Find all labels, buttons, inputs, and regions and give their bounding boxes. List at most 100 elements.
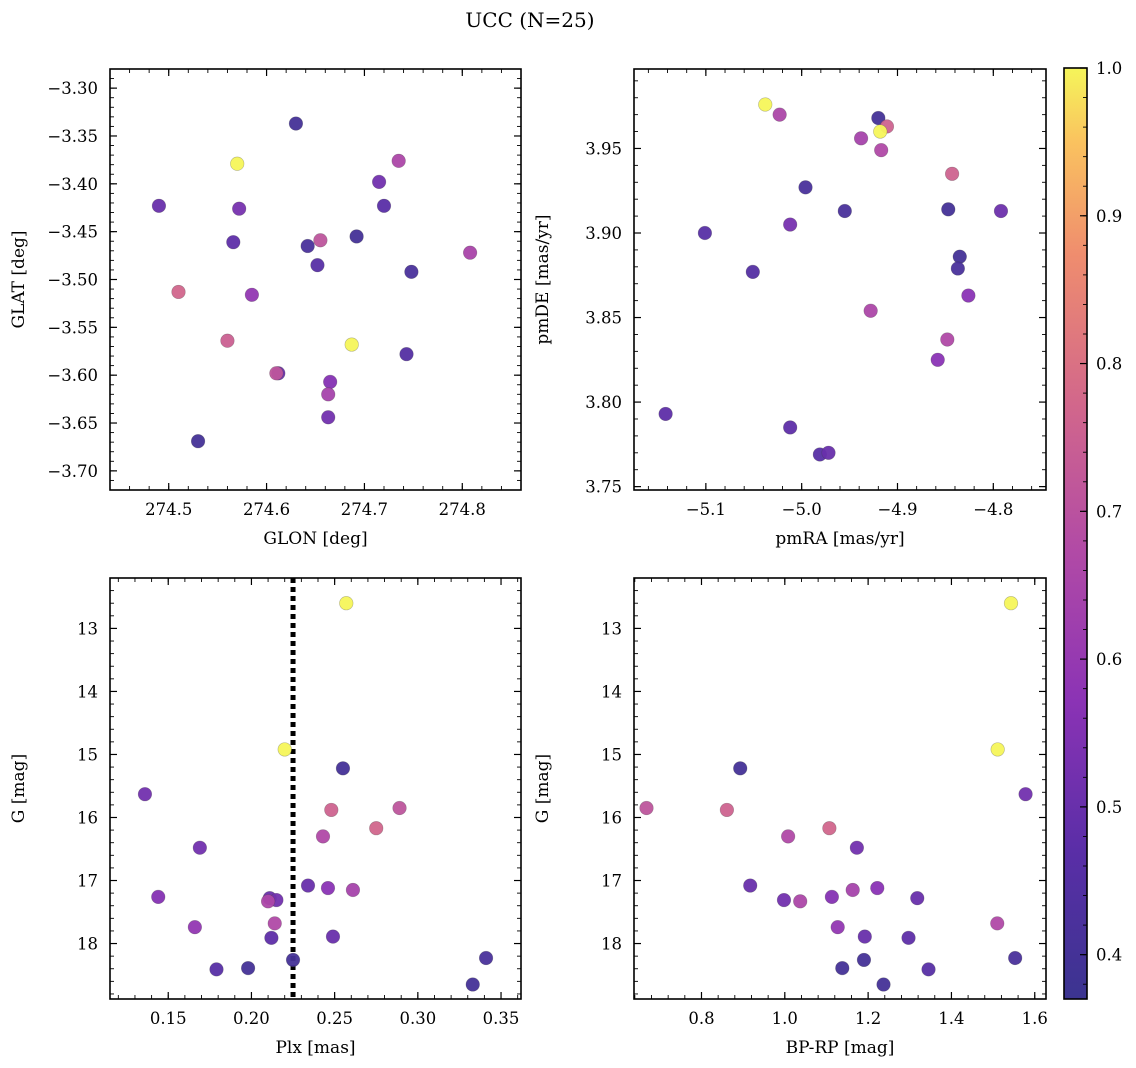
scatter-point xyxy=(870,880,885,896)
y-tick-label: 16 xyxy=(77,808,98,827)
scatter-point xyxy=(856,952,872,968)
y-tick-label: 16 xyxy=(601,808,622,827)
scatter-point xyxy=(990,742,1005,757)
x-axis-label: GLON [deg] xyxy=(263,529,367,549)
x-tick-label: 0.15 xyxy=(150,1009,187,1028)
scatter-point xyxy=(658,406,673,422)
scatter-point xyxy=(745,264,760,279)
scatter-point xyxy=(264,930,279,945)
scatter-point xyxy=(339,596,354,611)
y-tick-label: −3.55 xyxy=(47,318,98,337)
scatter-point xyxy=(821,445,836,460)
scatter-point xyxy=(241,961,256,976)
scatter-point xyxy=(1008,950,1023,966)
scatter-point xyxy=(639,800,654,816)
scatter-point xyxy=(324,802,339,818)
y-tick-label: 15 xyxy=(77,745,98,764)
y-tick-label: −3.50 xyxy=(47,271,98,290)
y-tick-label: 13 xyxy=(601,619,622,638)
scatter-point xyxy=(772,107,787,122)
x-tick-label: 274.8 xyxy=(439,500,486,519)
scatter-point xyxy=(349,229,364,244)
scatter-panel-2: −5.1 −5.0 −4.9 −4.8 3.75 3.80 3.85 3.90 3.95 pmRA… xyxy=(533,68,1047,549)
colorbar-tick-label: 1.0 xyxy=(1096,59,1122,78)
colorbar-tick-label: 0.6 xyxy=(1096,650,1122,669)
scatter-point xyxy=(822,821,837,836)
scatter-point xyxy=(941,202,956,217)
scatter-point xyxy=(990,916,1005,931)
colorbar-tick-label: 0.8 xyxy=(1096,355,1122,374)
scatter-point xyxy=(478,950,494,966)
scatter-point xyxy=(921,962,936,977)
y-tick-label: 14 xyxy=(601,682,622,701)
y-tick-label: −3.60 xyxy=(47,366,98,385)
figure-title: UCC (N=25) xyxy=(465,8,594,32)
scatter-point xyxy=(392,800,407,816)
x-tick-label: 1.2 xyxy=(855,1009,881,1028)
y-tick-label: 14 xyxy=(77,682,98,701)
x-tick-label: 1.0 xyxy=(772,1009,798,1028)
scatter-point xyxy=(901,930,916,945)
scatter-point xyxy=(793,894,808,909)
colorbar-tick-label: 0.7 xyxy=(1096,502,1122,521)
y-tick-label: 3.75 xyxy=(585,478,622,497)
x-tick-label: 0.30 xyxy=(399,1009,436,1028)
scatter-point xyxy=(277,742,292,757)
y-tick-label: 18 xyxy=(601,935,622,954)
scatter-point xyxy=(930,352,945,367)
x-tick-label: 274.5 xyxy=(145,500,192,519)
colorbar-tick-label: 0.5 xyxy=(1096,798,1122,817)
scatter-point xyxy=(824,889,839,905)
scatter-point xyxy=(232,201,247,216)
scatter-point xyxy=(209,962,224,977)
scatter-point xyxy=(190,434,206,449)
scatter-point xyxy=(376,198,392,213)
scatter-point xyxy=(335,761,351,776)
scatter-point xyxy=(300,238,315,254)
scatter-point xyxy=(260,894,276,909)
x-axis-label: Plx [mas] xyxy=(275,1038,355,1058)
y-tick-label: 17 xyxy=(601,872,622,891)
y-tick-label: −3.65 xyxy=(47,414,98,433)
scatter-point xyxy=(776,892,792,908)
x-axis-label: BP-RP [mag] xyxy=(786,1038,895,1058)
scatter-point xyxy=(783,420,798,435)
y-tick-label: 3.85 xyxy=(585,309,622,328)
scatter-point xyxy=(288,116,304,131)
scatter-point xyxy=(230,156,245,171)
scatter-point xyxy=(404,264,419,279)
scatter-point xyxy=(137,787,153,802)
scatter-point xyxy=(220,333,235,348)
scatter-point xyxy=(857,929,872,944)
y-tick-label: 13 xyxy=(77,619,98,638)
colorbar-tick-label: 0.4 xyxy=(1096,946,1122,965)
scatter-point xyxy=(876,977,891,992)
scatter-panel-1: 274.5 274.6 274.7 274.8 −3.70 −3.65 −3.60 −3.55… xyxy=(9,68,522,549)
colorbar-gradient xyxy=(1064,68,1087,999)
x-tick-label: 0.35 xyxy=(483,1009,520,1028)
scatter-point xyxy=(465,977,480,992)
scatter-point xyxy=(697,225,713,241)
scatter-point xyxy=(151,198,167,213)
scatter-point xyxy=(321,387,336,402)
scatter-point xyxy=(910,891,925,906)
scatter-point xyxy=(321,410,336,425)
scatter-point xyxy=(874,143,889,158)
axes-frame xyxy=(633,577,1047,1000)
y-tick-label: −3.70 xyxy=(47,462,98,481)
scatter-point xyxy=(837,203,852,219)
colorbar-tick-label: 0.9 xyxy=(1096,207,1122,226)
x-axis-label: pmRA [mas/yr] xyxy=(775,529,904,549)
scatter-point xyxy=(267,916,282,931)
y-tick-label: 17 xyxy=(77,872,98,891)
scatter-point xyxy=(344,337,359,352)
x-tick-label: 1.4 xyxy=(938,1009,964,1028)
colorbar-frame xyxy=(1063,67,1088,1000)
y-axis-label: GLAT [deg] xyxy=(9,230,29,328)
x-tick-label: 274.7 xyxy=(341,500,388,519)
axes-frame xyxy=(109,68,522,491)
scatter-point xyxy=(391,153,406,168)
axes-frame xyxy=(633,68,1047,491)
scatter-point xyxy=(1018,787,1033,802)
